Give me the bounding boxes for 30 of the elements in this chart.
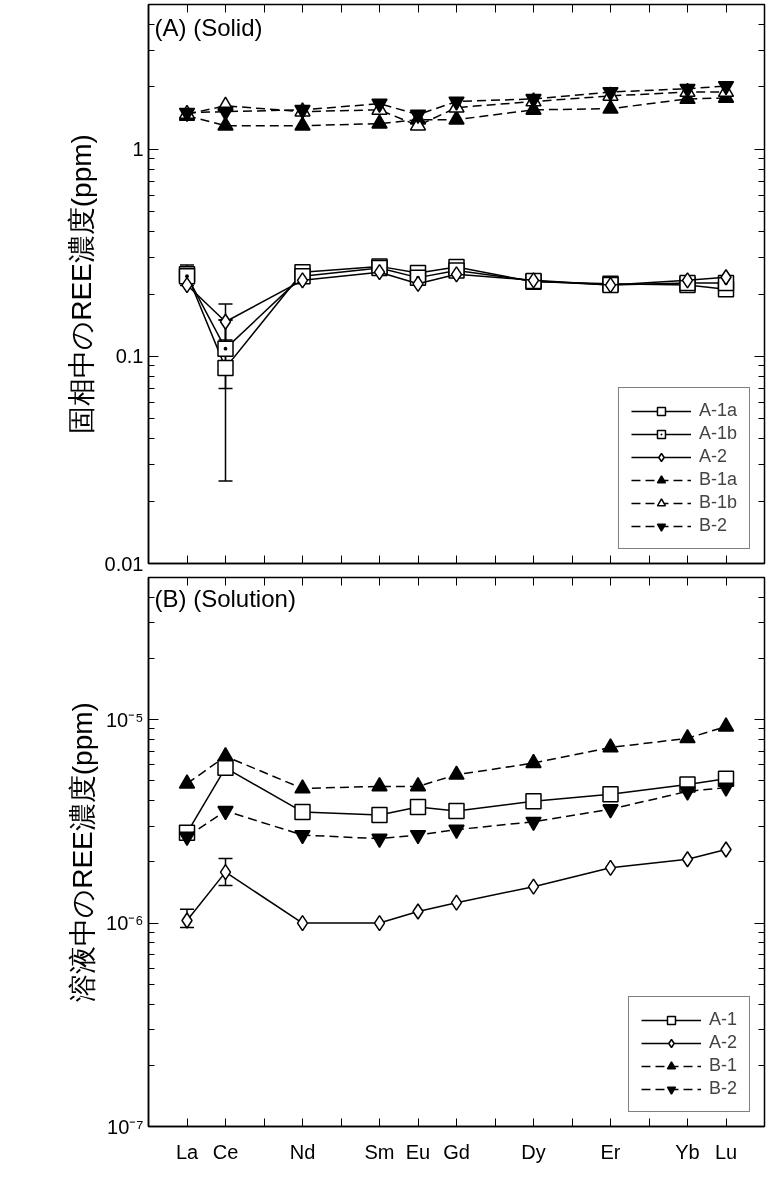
- y-tick-label: 10⁻⁵: [105, 708, 144, 731]
- x-tick-label: La: [175, 1140, 199, 1163]
- y-tick-label: 0.1: [115, 345, 144, 368]
- legend-label: B-1b: [698, 492, 737, 513]
- x-tick-label: Nd: [289, 1140, 316, 1163]
- x-tick-label: Gd: [443, 1140, 470, 1163]
- x-tick-label: Er: [600, 1140, 621, 1163]
- y-tick-label: 10⁻⁷: [107, 1115, 144, 1138]
- legend-label: B-1: [708, 1055, 737, 1076]
- chart-title: (A) (Solid): [154, 13, 263, 41]
- legend-label: B-2: [698, 515, 727, 536]
- legend-label: B-1a: [698, 469, 737, 490]
- x-tick-label: Sm: [364, 1140, 395, 1163]
- legend-label: B-2: [708, 1078, 737, 1099]
- x-tick-label: Lu: [714, 1140, 738, 1163]
- y-axis-title: 溶液中のREE濃度(ppm): [66, 702, 98, 1002]
- legend-label: A-1a: [698, 400, 737, 421]
- y-axis-title: 固相中のREE濃度(ppm): [65, 134, 97, 434]
- legend-label: A-2: [698, 446, 727, 467]
- y-tick-label: 1: [132, 138, 144, 161]
- legend-label: A-2: [708, 1032, 737, 1053]
- chart-title: (B) (Solution): [154, 584, 296, 612]
- legend-label: A-1b: [698, 423, 737, 444]
- x-tick-label: Yb: [675, 1140, 700, 1163]
- x-tick-label: Ce: [212, 1140, 239, 1163]
- y-tick-label: 10⁻⁶: [106, 912, 144, 935]
- x-tick-label: Eu: [405, 1140, 431, 1163]
- y-tick-label: 0.01: [104, 552, 144, 575]
- x-tick-label: Dy: [521, 1140, 546, 1163]
- legend-label: A-1: [708, 1009, 737, 1030]
